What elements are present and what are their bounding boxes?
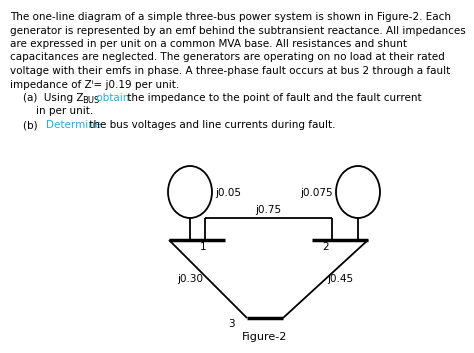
Text: in per unit.: in per unit. <box>10 107 93 116</box>
Text: the impedance to the point of fault and the fault current: the impedance to the point of fault and … <box>124 93 422 103</box>
Text: BUS: BUS <box>82 96 99 105</box>
Text: j0.45: j0.45 <box>328 274 354 284</box>
Text: 1: 1 <box>200 242 207 252</box>
Text: (a)  Using Z: (a) Using Z <box>10 93 83 103</box>
Text: j0.05: j0.05 <box>215 188 241 198</box>
Text: Figure-2: Figure-2 <box>242 332 288 342</box>
Text: 2: 2 <box>322 242 328 252</box>
Text: j0.30: j0.30 <box>177 274 203 284</box>
Text: obtain: obtain <box>93 93 129 103</box>
Text: voltage with their emfs in phase. A three-phase fault occurs at bus 2 through a : voltage with their emfs in phase. A thre… <box>10 66 450 76</box>
Text: are expressed in per unit on a common MVA base. All resistances and shunt: are expressed in per unit on a common MV… <box>10 39 407 49</box>
Text: j0.75: j0.75 <box>255 205 282 215</box>
Text: Determine: Determine <box>46 120 101 130</box>
Text: (b): (b) <box>10 120 41 130</box>
Text: the bus voltages and line currents during fault.: the bus voltages and line currents durin… <box>86 120 336 130</box>
Text: The one-line diagram of a simple three-bus power system is shown in Figure-2. Ea: The one-line diagram of a simple three-b… <box>10 12 451 22</box>
Text: impedance of Zⁱ= j0.19 per unit.: impedance of Zⁱ= j0.19 per unit. <box>10 79 179 90</box>
Text: generator is represented by an emf behind the subtransient reactance. All impeda: generator is represented by an emf behin… <box>10 25 466 36</box>
Text: capacitances are neglected. The generators are operating on no load at their rat: capacitances are neglected. The generato… <box>10 53 445 62</box>
Text: 3: 3 <box>228 319 235 329</box>
Text: j0.075: j0.075 <box>301 188 333 198</box>
